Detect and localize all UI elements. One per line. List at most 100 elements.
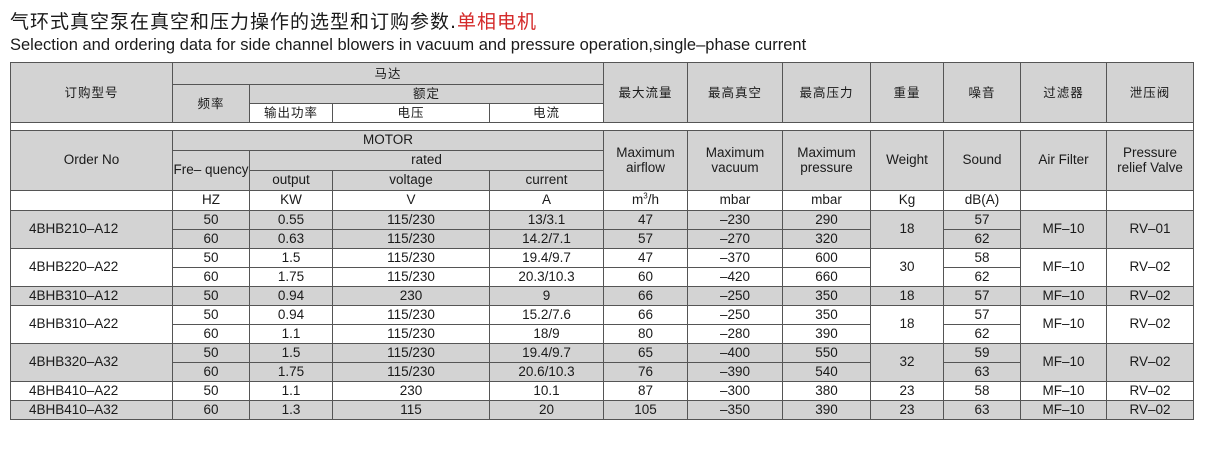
current-cell: 15.2/7.6 [488, 305, 605, 325]
airflow-cell: 47 [603, 210, 689, 230]
header-weight-en: Weight [870, 130, 945, 191]
table-row: 4BHB220–A22 50 1.5 115/230 19.4/9.7 47 –370 600… [10, 248, 1195, 287]
relief-valve-cell: RV–02 [1106, 400, 1195, 420]
header-output-zh: 输出功率 [249, 103, 333, 123]
voltage-cell: 115/230 [332, 343, 490, 363]
header-max-airflow-zh: 最大流量 [603, 62, 689, 123]
unit-weight: Kg [870, 190, 945, 211]
airflow-cell: 66 [603, 286, 689, 306]
air-filter-cell: MF–10 [1020, 400, 1108, 420]
output-cell: 0.94 [249, 286, 333, 306]
pressure-cell: 600 [782, 248, 872, 268]
airflow-cell: 57 [603, 229, 689, 249]
output-cell: 1.75 [249, 362, 333, 382]
unit-output: KW [249, 190, 333, 211]
frequency-cell: 50 [172, 210, 250, 230]
output-cell: 1.75 [249, 267, 333, 287]
frequency-cell: 60 [172, 267, 250, 287]
sound-cell: 58 [943, 381, 1022, 401]
air-filter-cell: MF–10 [1020, 381, 1108, 401]
unit-frequency: HZ [172, 190, 250, 211]
airflow-cell: 66 [603, 305, 689, 325]
voltage-cell: 115/230 [332, 324, 490, 344]
pressure-cell: 390 [782, 400, 872, 420]
header-air-filter-zh: 过滤器 [1020, 62, 1108, 123]
relief-valve-cell: RV–02 [1106, 343, 1195, 382]
voltage-cell: 115/230 [332, 210, 490, 230]
output-cell: 1.1 [249, 324, 333, 344]
unit-pressure: mbar [782, 190, 872, 211]
frequency-cell: 60 [172, 324, 250, 344]
units-order-no [10, 190, 173, 211]
header-voltage-en: voltage [332, 170, 490, 191]
header-sound-en: Sound [943, 130, 1022, 191]
title-zh-highlight: 单相电机 [457, 11, 538, 33]
order-no-cell: 4BHB310–A12 [10, 286, 173, 306]
header-rated-zh: 额定 [248, 84, 605, 104]
current-cell: 9 [488, 286, 605, 306]
airflow-cell: 60 [603, 267, 689, 287]
sound-cell: 63 [943, 362, 1022, 382]
output-cell: 1.3 [249, 400, 333, 420]
pressure-cell: 540 [782, 362, 872, 382]
current-cell: 19.4/9.7 [488, 248, 605, 268]
frequency-cell: 50 [172, 248, 250, 268]
vacuum-cell: –350 [687, 400, 784, 420]
header-max-vacuum-zh: 最高真空 [687, 62, 784, 123]
unit-current: A [488, 190, 605, 211]
header-order-no-zh: 订购型号 [10, 62, 173, 123]
header-current-zh: 电流 [488, 103, 605, 123]
sound-cell: 62 [943, 229, 1022, 249]
frequency-cell: 50 [172, 305, 250, 325]
vacuum-cell: –250 [687, 286, 784, 306]
relief-valve-cell: RV–01 [1106, 210, 1195, 249]
weight-cell: 18 [870, 305, 945, 344]
current-cell: 19.4/9.7 [488, 343, 605, 363]
header-max-vacuum-en: Maximum vacuum [687, 130, 784, 191]
header-weight-zh: 重量 [870, 62, 945, 123]
vacuum-cell: –390 [687, 362, 784, 382]
frequency-cell: 60 [172, 400, 250, 420]
vacuum-cell: –270 [687, 229, 784, 249]
voltage-cell: 115/230 [332, 229, 490, 249]
order-no-cell: 4BHB410–A22 [10, 381, 173, 401]
frequency-cell: 50 [172, 343, 250, 363]
vacuum-cell: –370 [687, 248, 784, 268]
airflow-cell: 87 [603, 381, 689, 401]
air-filter-cell: MF–10 [1020, 343, 1108, 382]
title-zh-main: 气环式真空泵在真空和压力操作的选型和订购参数. [10, 11, 458, 33]
table-row: 4BHB410–A22 50 1.1 230 10.1 87 –300 380 23 58 MF–1… [10, 381, 1195, 401]
weight-cell: 18 [870, 210, 945, 249]
pressure-cell: 660 [782, 267, 872, 287]
unit-vacuum: mbar [687, 190, 784, 211]
frequency-cell: 60 [172, 229, 250, 249]
voltage-cell: 115/230 [332, 248, 490, 268]
header-relief-valve-en: Pressure relief Valve [1106, 130, 1195, 191]
sound-cell: 62 [943, 267, 1022, 287]
unit-air-filter [1020, 190, 1108, 211]
voltage-cell: 230 [332, 286, 490, 306]
output-cell: 0.63 [249, 229, 333, 249]
header-voltage-zh: 电压 [332, 103, 490, 123]
voltage-cell: 115/230 [332, 267, 490, 287]
weight-cell: 32 [870, 343, 945, 382]
header-max-pressure-en: Maximum pressure [782, 130, 872, 191]
air-filter-cell: MF–10 [1020, 305, 1108, 344]
order-no-cell: 4BHB320–A32 [10, 343, 173, 382]
pressure-cell: 290 [782, 210, 872, 230]
airflow-cell: 65 [603, 343, 689, 363]
voltage-cell: 115 [332, 400, 490, 420]
vacuum-cell: –280 [687, 324, 784, 344]
sound-cell: 57 [943, 210, 1022, 230]
vacuum-cell: –300 [687, 381, 784, 401]
weight-cell: 23 [870, 381, 945, 401]
header-output-en: output [249, 170, 333, 191]
page-title-zh: 气环式真空泵在真空和压力操作的选型和订购参数.单相电机 [10, 7, 537, 34]
air-filter-cell: MF–10 [1020, 210, 1108, 249]
header-air-filter-en: Air Filter [1020, 130, 1108, 191]
output-cell: 1.1 [249, 381, 333, 401]
unit-voltage: V [332, 190, 490, 211]
voltage-cell: 115/230 [332, 362, 490, 382]
table-row: 60 1.75 115/230 20.6/10.3 76 –390 540 63 [11, 362, 1194, 382]
airflow-cell: 80 [603, 324, 689, 344]
